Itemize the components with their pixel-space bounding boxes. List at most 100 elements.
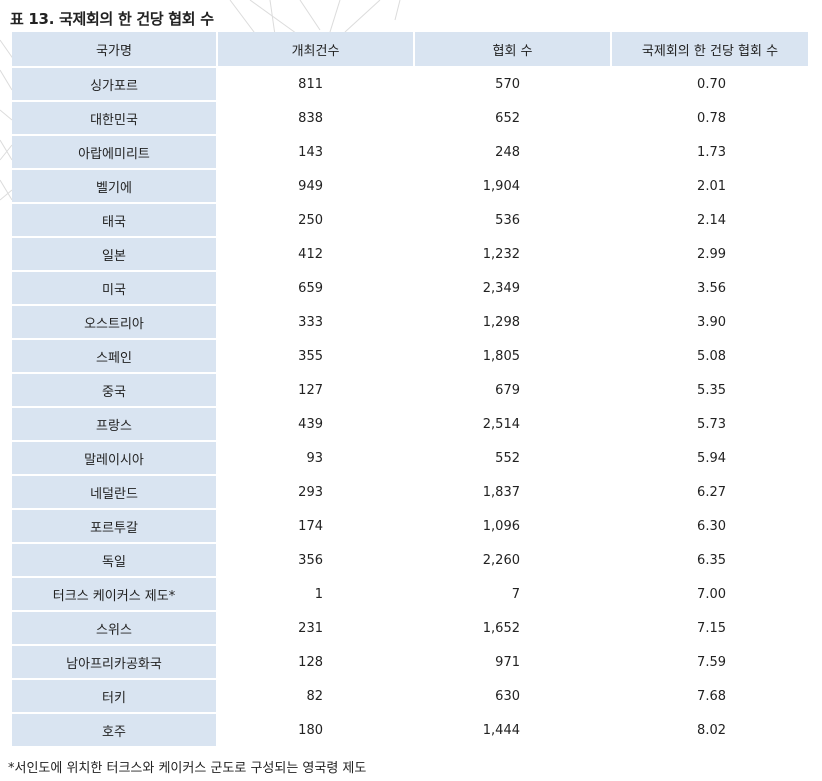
table-row: 호주 180 1,444 8.02 [12,712,808,746]
cell-meetings: 412 [218,236,415,270]
cell-associations: 1,805 [415,338,612,372]
cell-ratio: 7.59 [612,644,808,678]
cell-associations: 536 [415,202,612,236]
cell-meetings: 180 [218,712,415,746]
cell-ratio: 5.73 [612,406,808,440]
column-header-meetings: 개최건수 [218,32,415,66]
cell-ratio: 8.02 [612,712,808,746]
cell-country: 말레이시아 [12,440,218,474]
table-row: 아랍에미리트 143 248 1.73 [12,134,808,168]
cell-ratio: 0.78 [612,100,808,134]
cell-associations: 1,904 [415,168,612,202]
cell-meetings: 838 [218,100,415,134]
cell-ratio: 5.94 [612,440,808,474]
column-header-ratio: 국제회의 한 건당 협회 수 [612,32,808,66]
table-row: 네덜란드 293 1,837 6.27 [12,474,808,508]
table-row: 스페인 355 1,805 5.08 [12,338,808,372]
table-row: 싱가포르 811 570 0.70 [12,66,808,100]
cell-ratio: 6.27 [612,474,808,508]
cell-associations: 1,652 [415,610,612,644]
cell-ratio: 7.00 [612,576,808,610]
cell-associations: 570 [415,66,612,100]
cell-associations: 2,349 [415,270,612,304]
table-row: 오스트리아 333 1,298 3.90 [12,304,808,338]
cell-country: 아랍에미리트 [12,134,218,168]
cell-associations: 652 [415,100,612,134]
footnote: *서인도에 위치한 터크스와 케이커스 군도로 구성되는 영국령 제도 [8,761,367,776]
cell-associations: 7 [415,576,612,610]
data-table: 국가명 개최건수 협회 수 국제회의 한 건당 협회 수 싱가포르 811 570 0… [12,32,808,746]
cell-ratio: 5.08 [612,338,808,372]
cell-country: 싱가포르 [12,66,218,100]
cell-associations: 1,837 [415,474,612,508]
column-header-country: 국가명 [12,32,218,66]
cell-associations: 248 [415,134,612,168]
table-row: 터크스 케이커스 제도* 1 7 7.00 [12,576,808,610]
cell-associations: 2,260 [415,542,612,576]
cell-ratio: 7.68 [612,678,808,712]
cell-meetings: 128 [218,644,415,678]
cell-associations: 1,444 [415,712,612,746]
cell-country: 미국 [12,270,218,304]
cell-country: 대한민국 [12,100,218,134]
cell-associations: 1,232 [415,236,612,270]
cell-meetings: 93 [218,440,415,474]
cell-meetings: 333 [218,304,415,338]
table-caption: 표 13. 국제회의 한 건당 협회 수 [10,10,214,28]
cell-associations: 552 [415,440,612,474]
table-row: 말레이시아 93 552 5.94 [12,440,808,474]
cell-ratio: 3.90 [612,304,808,338]
cell-associations: 971 [415,644,612,678]
table-body: 싱가포르 811 570 0.70 대한민국 838 652 0.78 아랍에미리트 143 248… [12,66,808,746]
cell-ratio: 3.56 [612,270,808,304]
cell-ratio: 2.14 [612,202,808,236]
cell-country: 독일 [12,542,218,576]
cell-meetings: 1 [218,576,415,610]
cell-country: 터키 [12,678,218,712]
cell-meetings: 356 [218,542,415,576]
cell-country: 일본 [12,236,218,270]
cell-country: 스위스 [12,610,218,644]
cell-meetings: 811 [218,66,415,100]
table-row: 남아프리카공화국 128 971 7.59 [12,644,808,678]
cell-country: 스페인 [12,338,218,372]
cell-associations: 2,514 [415,406,612,440]
cell-associations: 1,298 [415,304,612,338]
cell-country: 오스트리아 [12,304,218,338]
cell-associations: 1,096 [415,508,612,542]
cell-meetings: 143 [218,134,415,168]
table-row: 벨기에 949 1,904 2.01 [12,168,808,202]
cell-ratio: 7.15 [612,610,808,644]
cell-ratio: 0.70 [612,66,808,100]
cell-associations: 630 [415,678,612,712]
cell-ratio: 6.35 [612,542,808,576]
table-row: 중국 127 679 5.35 [12,372,808,406]
cell-country: 남아프리카공화국 [12,644,218,678]
cell-ratio: 2.01 [612,168,808,202]
table-header: 국가명 개최건수 협회 수 국제회의 한 건당 협회 수 [12,32,808,66]
cell-country: 포르투갈 [12,508,218,542]
cell-meetings: 355 [218,338,415,372]
cell-country: 터크스 케이커스 제도* [12,576,218,610]
cell-country: 호주 [12,712,218,746]
cell-ratio: 5.35 [612,372,808,406]
column-header-associations: 협회 수 [415,32,612,66]
table-row: 스위스 231 1,652 7.15 [12,610,808,644]
cell-country: 벨기에 [12,168,218,202]
table-row: 일본 412 1,232 2.99 [12,236,808,270]
table-row: 독일 356 2,260 6.35 [12,542,808,576]
table-row: 포르투갈 174 1,096 6.30 [12,508,808,542]
cell-meetings: 82 [218,678,415,712]
cell-meetings: 659 [218,270,415,304]
cell-associations: 679 [415,372,612,406]
cell-country: 중국 [12,372,218,406]
cell-country: 네덜란드 [12,474,218,508]
cell-meetings: 293 [218,474,415,508]
table-row: 미국 659 2,349 3.56 [12,270,808,304]
cell-meetings: 439 [218,406,415,440]
table-row: 터키 82 630 7.68 [12,678,808,712]
cell-country: 태국 [12,202,218,236]
table-row: 대한민국 838 652 0.78 [12,100,808,134]
cell-ratio: 2.99 [612,236,808,270]
cell-country: 프랑스 [12,406,218,440]
